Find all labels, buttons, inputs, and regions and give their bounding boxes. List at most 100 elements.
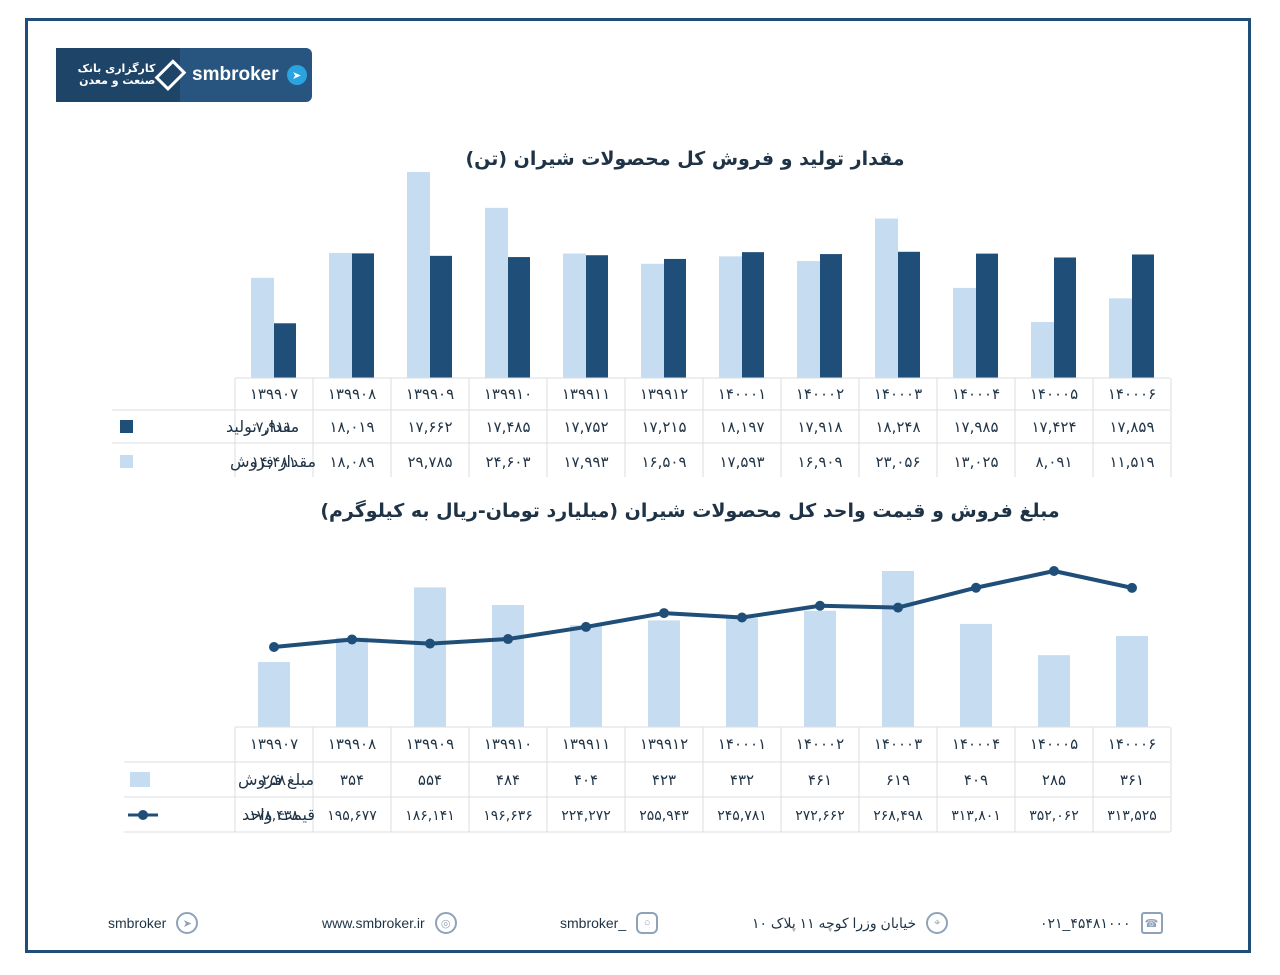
data-label-sales: ۱۸,۰۸۹: [329, 453, 374, 471]
point-unit-price: [737, 612, 747, 623]
x-tick-label: ۱۴۰۰۰۴: [952, 385, 1000, 403]
bar-sales-qty: [797, 261, 820, 378]
bar-production-qty: [274, 323, 296, 378]
bar-sales-amount: [1116, 636, 1148, 727]
legend-swatch-production: [120, 420, 133, 433]
location-pin-icon: ⌖: [926, 912, 949, 934]
x-tick-label: ۱۴۰۰۰۲: [796, 385, 844, 403]
footer-address: ⌖ خیابان وزرا کوچه ۱۱ پلاک ۱۰: [752, 912, 949, 934]
data-label-production: ۱۸,۰۱۹: [329, 418, 374, 436]
x-tick-label: ۱۴۰۰۰۵: [1030, 385, 1078, 403]
bar-production-qty: [976, 253, 998, 378]
x-tick-label: ۱۳۹۹۰۸: [328, 385, 376, 403]
data-label-sales: ۱۱,۵۱۹: [1109, 453, 1154, 471]
x-tick-label: ۱۳۹۹۱۱: [562, 735, 610, 753]
bar-production-qty: [430, 255, 452, 378]
data-label-sales: ۱۶,۹۰۹: [797, 453, 842, 471]
x-tick-label: ۱۴۰۰۰۲: [796, 735, 844, 753]
data-label-unit-price: ۲۶۸,۴۹۸: [873, 808, 923, 824]
point-unit-price: [269, 642, 279, 652]
data-label-sales: ۱۶,۵۰۹: [641, 453, 686, 471]
bar-sales-amount: [960, 623, 992, 727]
bar-sales-amount: [492, 605, 524, 727]
data-label-sales: ۱۴,۴۸۱: [251, 453, 296, 471]
data-label-sales-amount: ۴۲۳: [652, 771, 676, 789]
bar-sales-amount: [648, 620, 680, 727]
bar-production-qty: [664, 258, 686, 378]
chart2-title: مبلغ فروش و قیمت واحد کل محصولات شیران (…: [320, 500, 1060, 522]
x-tick-label: ۱۴۰۰۰۳: [874, 385, 922, 403]
data-label-unit-price: ۲۷۲,۶۶۲: [795, 808, 845, 824]
x-tick-label: ۱۳۹۹۱۱: [562, 385, 610, 403]
data-label-sales-amount: ۲۸۵: [1042, 771, 1066, 789]
telegram-handle: smbroker: [108, 915, 167, 931]
x-tick-label: ۱۳۹۹۰۷: [250, 385, 298, 403]
data-label-sales: ۸,۰۹۱: [1036, 453, 1073, 471]
point-unit-price: [893, 602, 903, 613]
data-label-production: ۱۷,۴۲۴: [1031, 418, 1076, 436]
data-label-sales: ۲۴,۶۰۳: [485, 453, 530, 471]
data-label-sales-amount: ۴۸۴: [496, 771, 520, 789]
data-label-unit-price: ۱۹۵,۶۷۷: [327, 808, 377, 824]
data-label-sales-amount: ۴۳۲: [730, 771, 754, 789]
data-label-production: ۱۷,۸۵۹: [1109, 418, 1154, 436]
bar-sales-qty: [251, 277, 274, 378]
legend-marker-unit-price: [138, 810, 148, 820]
data-label-sales: ۱۷,۹۹۳: [563, 453, 608, 471]
bank-name: کارگزاری بانک صنعت و معدن: [77, 62, 156, 87]
point-unit-price: [1049, 566, 1059, 576]
bar-sales-qty: [1109, 298, 1132, 378]
x-tick-label: ۱۳۹۹۱۰: [484, 735, 532, 753]
bar-sales-qty: [875, 218, 898, 378]
data-label-sales-amount: ۴۰۴: [574, 771, 598, 789]
bar-sales-qty: [407, 172, 430, 378]
x-tick-label: ۱۳۹۹۱۲: [640, 735, 688, 753]
line-unit-price: [273, 569, 1133, 649]
data-label-sales-amount: ۶۱۹: [886, 771, 910, 789]
data-label-unit-price: ۳۵۲,۰۶۲: [1029, 808, 1079, 824]
bar-production-qty: [586, 255, 608, 378]
footer-phone[interactable]: ۰۲۱_۴۵۴۸۱۰۰۰ ☎: [1040, 912, 1163, 934]
brand-logo[interactable]: کارگزاری بانک صنعت و معدن smbroker ➤: [56, 48, 312, 102]
x-tick-label: ۱۴۰۰۰۶: [1108, 735, 1156, 753]
point-unit-price: [815, 600, 825, 611]
x-tick-label: ۱۳۹۹۱۰: [484, 385, 532, 403]
data-label-sales: ۱۳,۰۲۵: [953, 453, 998, 471]
bar-sales-qty: [641, 263, 664, 378]
page-frame: [25, 18, 1251, 953]
data-label-sales-amount: ۵۵۴: [418, 771, 442, 789]
data-label-production: ۱۷,۹۸۵: [953, 418, 998, 436]
point-unit-price: [347, 634, 357, 645]
data-label-unit-price: ۲۴۵,۷۸۱: [717, 808, 767, 824]
data-label-unit-price: ۱۷۸,۴۳۸: [249, 808, 299, 824]
bar-sales-qty: [485, 207, 508, 378]
point-unit-price: [503, 634, 513, 645]
data-label-unit-price: ۲۵۵,۹۴۳: [639, 808, 689, 824]
legend-label-sales-amount: مبلغ فروش: [238, 770, 314, 790]
bar-sales-qty: [563, 253, 586, 378]
data-label-sales-amount: ۳۵۴: [340, 771, 364, 789]
data-label-sales-amount: ۴۶۱: [808, 771, 832, 789]
data-label-production: ۱۷,۲۱۵: [641, 418, 686, 436]
data-label-production: ۱۷,۷۵۲: [563, 418, 608, 436]
phone-number: ۰۲۱_۴۵۴۸۱۰۰۰: [1040, 914, 1131, 931]
x-tick-label: ۱۳۹۹۰۹: [406, 385, 454, 403]
x-tick-label: ۱۳۹۹۱۲: [640, 385, 688, 403]
bar-production-qty: [898, 251, 920, 378]
footer-website[interactable]: www.smbroker.ir ◎: [322, 912, 457, 934]
x-tick-label: ۱۳۹۹۰۹: [406, 735, 454, 753]
bar-production-qty: [820, 254, 842, 378]
point-unit-price: [971, 582, 981, 593]
data-label-sales: ۲۹,۷۸۵: [407, 453, 452, 471]
footer-instagram[interactable]: smbroker_ ○: [560, 912, 659, 934]
phone-icon: ☎: [1140, 912, 1163, 934]
data-label-unit-price: ۱۹۶,۶۳۶: [483, 808, 533, 824]
data-label-production: ۱۷,۹۱۸: [797, 418, 842, 436]
footer-telegram[interactable]: smbroker ➤: [108, 912, 199, 934]
point-unit-price: [1127, 582, 1137, 593]
x-tick-label: ۱۴۰۰۰۳: [874, 735, 922, 753]
data-label-sales: ۱۷,۵۹۳: [719, 453, 764, 471]
bar-production-qty: [352, 253, 374, 378]
instagram-icon: ○: [636, 912, 659, 934]
